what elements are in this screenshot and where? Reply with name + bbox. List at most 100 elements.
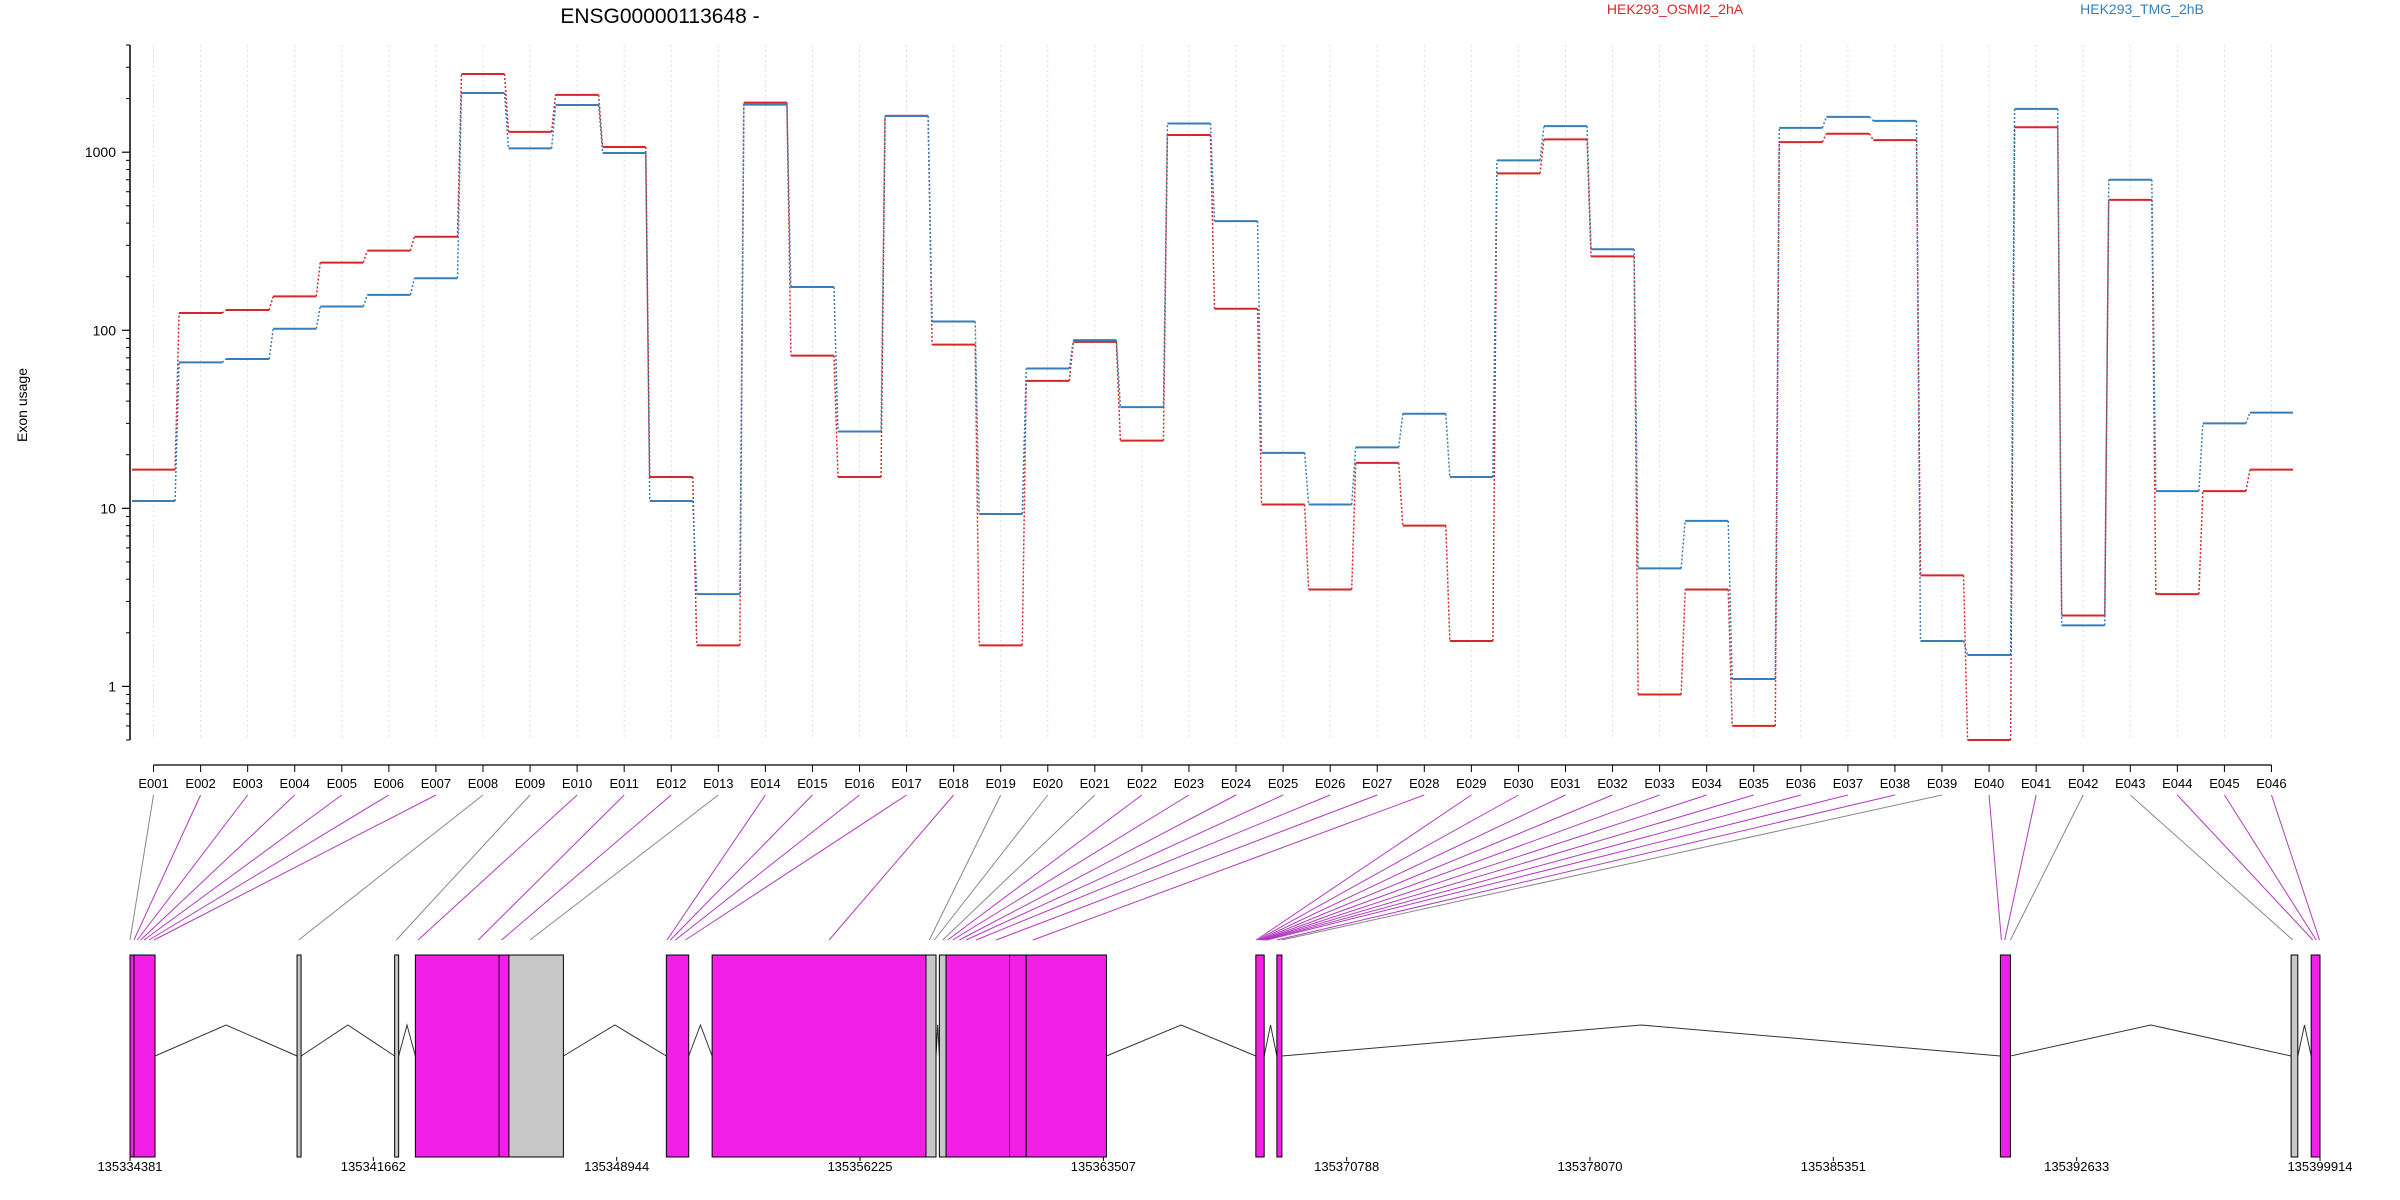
series-riser (2198, 491, 2204, 595)
genome-tick-label: 135378070 (1557, 1159, 1622, 1174)
series-riser (503, 73, 510, 132)
exon-label: E031 (1550, 776, 1580, 791)
exon-connector (2129, 794, 2294, 941)
exon-connector (959, 794, 1237, 941)
exon-connector (933, 794, 1049, 941)
series-riser (927, 115, 933, 322)
exon-connector (1257, 794, 1519, 941)
series-riser (409, 236, 416, 251)
series-riser (550, 94, 557, 132)
series-riser (1633, 249, 1639, 569)
exon-label: E010 (562, 776, 592, 791)
exon-label: E021 (1080, 776, 1110, 791)
series-riser (1680, 520, 1686, 569)
series-riser (786, 104, 792, 288)
series-riser (221, 309, 227, 314)
series-riser (1256, 308, 1263, 505)
exon-connector (148, 794, 390, 941)
exon-label: E039 (1927, 776, 1957, 791)
exon-connector (828, 794, 955, 941)
exon-connector (666, 794, 766, 941)
series-riser (1350, 462, 1357, 590)
exon-block (296, 954, 302, 1158)
exon-block (129, 954, 135, 1158)
series-riser (2245, 469, 2251, 492)
exon-label: E020 (1033, 776, 1063, 791)
exon-block (2290, 954, 2299, 1158)
exon-label: E024 (1221, 776, 1251, 791)
exon-label: E012 (656, 776, 686, 791)
intron-arc (398, 1023, 416, 1057)
genome-tick-label: 135399914 (2287, 1159, 2352, 1174)
exon-connector (1276, 794, 1896, 941)
exon-connector (1264, 794, 1754, 941)
series-riser (1115, 340, 1122, 408)
intron-arc (2297, 1024, 2312, 1057)
series-riser (1209, 123, 1216, 222)
exon-label: E037 (1833, 776, 1863, 791)
series-riser (1303, 504, 1310, 590)
y-axis-label: Exon usage (14, 368, 30, 442)
exon-label: E029 (1456, 776, 1486, 791)
exon-connector (1032, 794, 1425, 941)
series-riser (1586, 126, 1592, 250)
exon-label: E041 (2021, 776, 2051, 791)
exon-connector (2270, 794, 2321, 941)
exon-label: E018 (938, 776, 968, 791)
genome-tick-label: 135341662 (341, 1159, 406, 1174)
exon-block (1255, 954, 1265, 1158)
exon-label: E013 (703, 776, 733, 791)
exon-label: E033 (1644, 776, 1674, 791)
exon-label: E044 (2162, 776, 2192, 791)
exon-connector (995, 794, 1378, 941)
genome-tick-label: 135363507 (1071, 1159, 1136, 1174)
exon-block (925, 954, 937, 1158)
series-riser (1115, 341, 1122, 441)
series-riser (2056, 127, 2063, 616)
exon-connector (942, 794, 1096, 941)
series-riser (550, 104, 557, 149)
intron-arc (1281, 1024, 2001, 1057)
exon-block (1009, 954, 1027, 1158)
exon-label: E032 (1597, 776, 1627, 791)
exon-label: E034 (1691, 776, 1721, 791)
exon-connector (1262, 794, 1707, 941)
exon-label: E009 (515, 776, 545, 791)
intron-arc (688, 1023, 713, 1057)
genome-tick-label: 135356225 (827, 1159, 892, 1174)
exon-block (133, 954, 156, 1158)
exon-label: E030 (1503, 776, 1533, 791)
legend-entry: HEK293_TMG_2hB (2080, 1, 2204, 17)
exon-connector (975, 794, 1331, 941)
genome-tick-label: 135385351 (1801, 1159, 1866, 1174)
exon-label: E001 (138, 776, 168, 791)
exon-label: E011 (609, 776, 638, 791)
series-riser (1445, 413, 1451, 478)
series-riser (362, 294, 369, 307)
exon-label: E015 (797, 776, 827, 791)
exon-block (665, 954, 690, 1158)
series-riser (1350, 447, 1357, 505)
series-riser (221, 358, 227, 363)
exon-connector (947, 794, 1143, 941)
exon-block (1025, 954, 1107, 1158)
series-riser (880, 115, 886, 477)
series-riser (1539, 139, 1545, 174)
exon-connector (1261, 794, 1660, 941)
exon-label: E026 (1315, 776, 1345, 791)
exon-connector (395, 794, 531, 941)
exon-connector (952, 794, 1190, 941)
series-riser (1774, 142, 1781, 726)
series-riser (880, 115, 886, 432)
series-riser (1727, 589, 1733, 726)
y-tick-label: 1 (108, 678, 116, 694)
exon-connector (129, 794, 155, 941)
exon-label: E019 (986, 776, 1016, 791)
y-tick-label: 1000 (85, 144, 116, 160)
intron-arc (154, 1024, 298, 1057)
exon-label: E006 (374, 776, 404, 791)
series-riser (1962, 640, 1969, 656)
series-riser (1068, 340, 1075, 369)
exon-block (508, 954, 564, 1158)
series-riser (409, 278, 416, 296)
